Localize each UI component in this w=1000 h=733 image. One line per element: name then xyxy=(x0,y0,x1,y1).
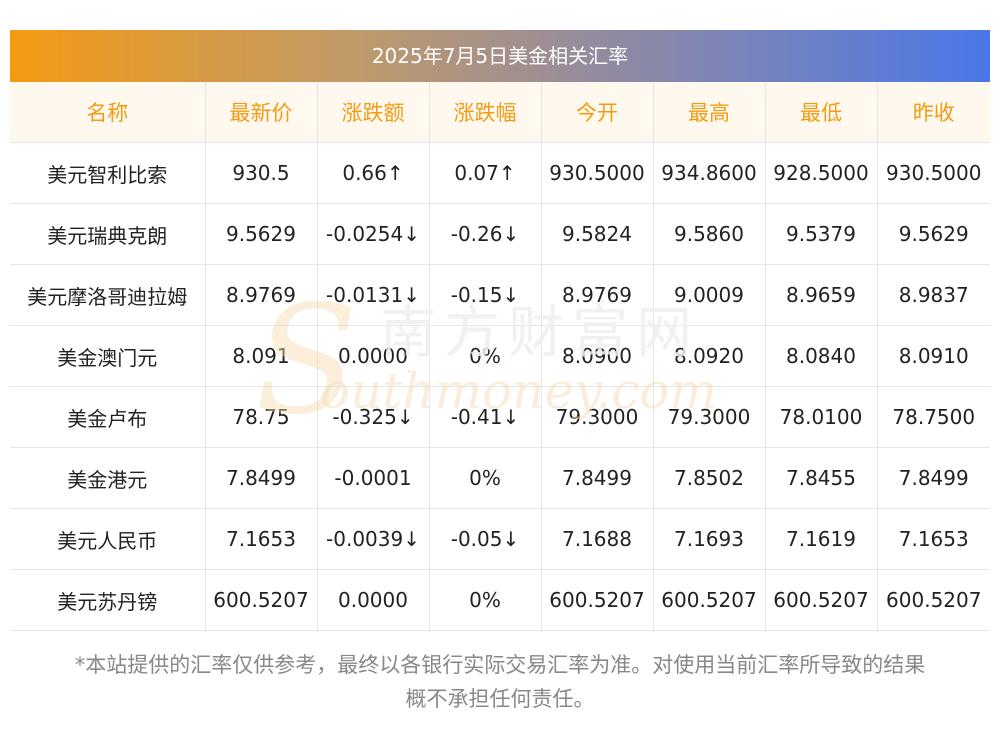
low-price-cell: 8.0840 xyxy=(765,325,878,387)
prev-close-cell: 8.0910 xyxy=(877,325,990,387)
prev-close-cell: 7.8499 xyxy=(877,447,990,509)
price-change-pct-cell: -0.41↓ xyxy=(429,386,542,448)
high-price-cell: 8.0920 xyxy=(653,325,766,387)
price-change-pct-cell: 0% xyxy=(429,447,542,509)
high-price-cell: 79.3000 xyxy=(653,386,766,448)
column-header-change: 涨跌额 xyxy=(317,82,430,143)
table-row: 美元瑞典克朗 9.5629 -0.0254↓ -0.26↓ 9.5824 9.5860 9.… xyxy=(10,203,990,265)
exchange-rate-table: 名称 最新价 涨跌额 涨跌幅 今开 最高 最低 昨收 美元智利比索 930.5 0.… xyxy=(10,82,990,631)
price-change-cell: 0.0000 xyxy=(317,569,430,631)
price-change-cell: -0.0001 xyxy=(317,447,430,509)
latest-price-cell: 78.75 xyxy=(205,386,318,448)
table-row: 美元苏丹镑 600.5207 0.0000 0% 600.5207 600.5207 600… xyxy=(10,569,990,631)
column-header-prev-close: 昨收 xyxy=(877,82,990,143)
currency-name-cell: 美元摩洛哥迪拉姆 xyxy=(10,264,206,326)
prev-close-cell: 7.1653 xyxy=(877,508,990,570)
table-row: 美金澳门元 8.091 0.0000 0% 8.0900 8.0920 8.0840 8.09… xyxy=(10,325,990,387)
low-price-cell: 9.5379 xyxy=(765,203,878,265)
prev-close-cell: 8.9837 xyxy=(877,264,990,326)
price-change-cell: -0.0131↓ xyxy=(317,264,430,326)
column-header-high: 最高 xyxy=(653,82,766,143)
high-price-cell: 9.0009 xyxy=(653,264,766,326)
table-header-row: 名称 最新价 涨跌额 涨跌幅 今开 最高 最低 昨收 xyxy=(10,82,990,143)
table-row: 美元智利比索 930.5 0.66↑ 0.07↑ 930.5000 934.8600 928… xyxy=(10,142,990,204)
table-row: 美元人民币 7.1653 -0.0039↓ -0.05↓ 7.1688 7.1693 7.1… xyxy=(10,508,990,570)
prev-close-cell: 9.5629 xyxy=(877,203,990,265)
high-price-cell: 7.1693 xyxy=(653,508,766,570)
open-price-cell: 600.5207 xyxy=(541,569,654,631)
table-row: 美金港元 7.8499 -0.0001 0% 7.8499 7.8502 7.8455 7.8… xyxy=(10,447,990,509)
price-change-pct-cell: 0% xyxy=(429,325,542,387)
price-change-cell: -0.0254↓ xyxy=(317,203,430,265)
latest-price-cell: 8.9769 xyxy=(205,264,318,326)
table-row: 美元摩洛哥迪拉姆 8.9769 -0.0131↓ -0.15↓ 8.9769 9.0009… xyxy=(10,264,990,326)
price-change-cell: -0.325↓ xyxy=(317,386,430,448)
low-price-cell: 600.5207 xyxy=(765,569,878,631)
currency-name-cell: 美元人民币 xyxy=(10,508,206,570)
prev-close-cell: 78.7500 xyxy=(877,386,990,448)
open-price-cell: 9.5824 xyxy=(541,203,654,265)
column-header-open: 今开 xyxy=(541,82,654,143)
column-header-change-pct: 涨跌幅 xyxy=(429,82,542,143)
disclaimer-footnote: *本站提供的汇率仅供参考，最终以各银行实际交易汇率为准。对使用当前汇率所导致的结… xyxy=(10,648,990,716)
low-price-cell: 8.9659 xyxy=(765,264,878,326)
column-header-name: 名称 xyxy=(10,82,206,143)
open-price-cell: 930.5000 xyxy=(541,142,654,204)
price-change-cell: 0.0000 xyxy=(317,325,430,387)
disclaimer-line-1: *本站提供的汇率仅供参考，最终以各银行实际交易汇率为准。对使用当前汇率所导致的结… xyxy=(74,653,926,677)
latest-price-cell: 930.5 xyxy=(205,142,318,204)
latest-price-cell: 7.8499 xyxy=(205,447,318,509)
price-change-cell: 0.66↑ xyxy=(317,142,430,204)
low-price-cell: 78.0100 xyxy=(765,386,878,448)
prev-close-cell: 930.5000 xyxy=(877,142,990,204)
price-change-pct-cell: -0.15↓ xyxy=(429,264,542,326)
currency-name-cell: 美元瑞典克朗 xyxy=(10,203,206,265)
price-change-pct-cell: 0.07↑ xyxy=(429,142,542,204)
open-price-cell: 7.8499 xyxy=(541,447,654,509)
open-price-cell: 79.3000 xyxy=(541,386,654,448)
latest-price-cell: 9.5629 xyxy=(205,203,318,265)
latest-price-cell: 600.5207 xyxy=(205,569,318,631)
currency-name-cell: 美元智利比索 xyxy=(10,142,206,204)
open-price-cell: 7.1688 xyxy=(541,508,654,570)
table-row: 美金卢布 78.75 -0.325↓ -0.41↓ 79.3000 79.3000 78.0… xyxy=(10,386,990,448)
currency-name-cell: 美金港元 xyxy=(10,447,206,509)
high-price-cell: 7.8502 xyxy=(653,447,766,509)
price-change-pct-cell: -0.05↓ xyxy=(429,508,542,570)
high-price-cell: 934.8600 xyxy=(653,142,766,204)
currency-name-cell: 美元苏丹镑 xyxy=(10,569,206,631)
open-price-cell: 8.9769 xyxy=(541,264,654,326)
price-change-cell: -0.0039↓ xyxy=(317,508,430,570)
latest-price-cell: 7.1653 xyxy=(205,508,318,570)
currency-name-cell: 美金卢布 xyxy=(10,386,206,448)
page-title: 2025年7月5日美金相关汇率 xyxy=(10,30,990,82)
column-header-latest: 最新价 xyxy=(205,82,318,143)
disclaimer-line-2: 概不承担任何责任。 xyxy=(405,687,595,711)
prev-close-cell: 600.5207 xyxy=(877,569,990,631)
price-change-pct-cell: -0.26↓ xyxy=(429,203,542,265)
price-change-pct-cell: 0% xyxy=(429,569,542,631)
low-price-cell: 7.8455 xyxy=(765,447,878,509)
latest-price-cell: 8.091 xyxy=(205,325,318,387)
currency-name-cell: 美金澳门元 xyxy=(10,325,206,387)
low-price-cell: 7.1619 xyxy=(765,508,878,570)
open-price-cell: 8.0900 xyxy=(541,325,654,387)
column-header-low: 最低 xyxy=(765,82,878,143)
high-price-cell: 9.5860 xyxy=(653,203,766,265)
low-price-cell: 928.5000 xyxy=(765,142,878,204)
high-price-cell: 600.5207 xyxy=(653,569,766,631)
